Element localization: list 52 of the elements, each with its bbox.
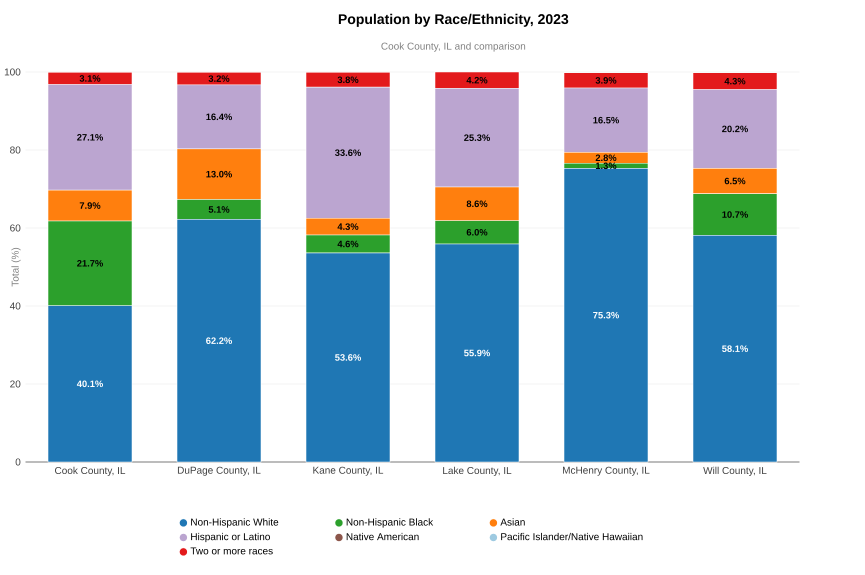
y-axis-title: Total (%) [11, 248, 21, 286]
y-tick-label: 40 [10, 302, 20, 310]
legend-label: Pacific Islander/Native Hawaiian [501, 532, 643, 540]
x-tick-label: Will County, IL [703, 466, 767, 476]
data-label: 13.0% [206, 170, 232, 178]
data-label: 58.1% [722, 345, 748, 352]
chart-title: Population by Race/Ethnicity, 2023 [338, 14, 568, 27]
data-label: 75.3% [593, 312, 619, 318]
legend-label: Hispanic or Latino [191, 532, 270, 542]
data-label: 25.3% [464, 134, 490, 142]
y-tick-label: 20 [10, 380, 20, 388]
legend-label: Non-Hispanic White [191, 518, 278, 528]
legend-label: Asian [500, 518, 525, 526]
data-label: 3.2% [208, 75, 230, 82]
legend-label: Two or more races [190, 547, 273, 554]
data-label: 4.6% [338, 240, 358, 248]
data-label: 3.8% [338, 76, 358, 84]
x-tick-label: DuPage County, IL [178, 466, 261, 476]
x-tick-label: Cook County, IL [55, 466, 126, 476]
data-label: 4.3% [338, 223, 358, 230]
y-tick-label: 80 [10, 146, 20, 154]
data-label: 53.6% [335, 354, 361, 361]
data-label: 40.1% [76, 380, 103, 388]
data-label: 33.6% [334, 149, 361, 156]
data-label: 16.5% [593, 116, 619, 124]
y-tick-label: 100 [4, 68, 20, 76]
y-tick-label: 60 [10, 224, 20, 232]
data-label: 16.4% [206, 114, 232, 120]
data-label: 55.9% [464, 350, 490, 356]
data-label: 6.0% [466, 228, 488, 236]
data-label: 4.2% [466, 76, 488, 84]
legend-label: Non-Hispanic Black [346, 518, 434, 528]
data-label: 4.3% [724, 78, 746, 84]
x-tick-label: Lake County, IL [443, 466, 512, 476]
x-tick-label: Kane County, IL [313, 466, 384, 476]
data-label: 21.7% [77, 260, 103, 267]
data-label: 1.3% [596, 162, 616, 170]
data-label: 6.5% [724, 178, 746, 184]
y-tick-label: 0 [16, 458, 20, 466]
x-tick-label: McHenry County, IL [563, 466, 650, 476]
data-label: 8.6% [466, 200, 488, 208]
data-label: 3.1% [80, 75, 100, 82]
data-label: 2.8% [596, 154, 616, 162]
legend-label: Native American [346, 532, 419, 540]
data-label: 3.9% [596, 77, 616, 84]
data-label: 20.2% [722, 126, 748, 132]
data-label: 10.7% [722, 211, 748, 218]
data-label: 5.1% [208, 206, 230, 213]
chart-subtitle: Cook County, IL and comparison [381, 42, 526, 52]
data-label: 27.1% [77, 134, 103, 141]
data-label: 7.9% [80, 202, 100, 209]
data-label: 62.2% [206, 337, 232, 344]
